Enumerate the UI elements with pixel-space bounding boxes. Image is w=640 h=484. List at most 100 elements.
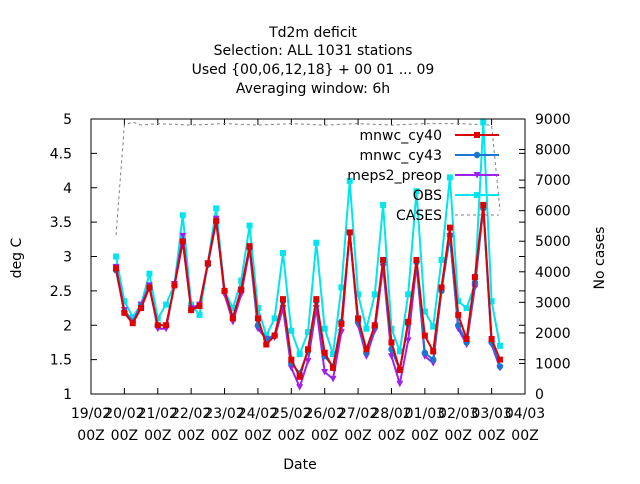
series-line-cases: [115, 121, 501, 236]
data-point: [330, 351, 337, 358]
data-point: [338, 320, 345, 327]
y2-tick-label: 0: [535, 387, 544, 403]
x-tick-label-hour: 00Z: [177, 428, 204, 444]
x-tick-label-date: 20/02: [104, 406, 144, 422]
data-point: [396, 380, 404, 388]
data-point: [196, 311, 203, 318]
legend-label: meps2_preop: [347, 168, 442, 184]
data-point: [204, 260, 211, 267]
legend-marker: [473, 151, 481, 159]
x-tick-label-date: 28/02: [371, 406, 411, 422]
data-point: [363, 346, 370, 353]
data-point: [346, 177, 353, 184]
data-point: [229, 315, 236, 322]
data-point: [346, 229, 353, 236]
data-point: [496, 363, 504, 370]
data-point: [471, 274, 478, 281]
data-point: [321, 369, 329, 376]
data-point: [271, 332, 278, 339]
data-point: [463, 336, 470, 342]
legend-label: OBS: [413, 188, 442, 204]
data-point: [179, 238, 186, 245]
data-point: [396, 348, 403, 355]
data-point: [213, 205, 220, 212]
data-point: [413, 188, 420, 195]
y2-tick-label: 9000: [535, 112, 571, 128]
x-tick-label-hour: 00Z: [344, 428, 371, 444]
data-point: [263, 332, 270, 339]
y-tick-label: 2: [63, 318, 72, 334]
x-tick-label-hour: 00Z: [144, 428, 171, 444]
x-tick-label-hour: 00Z: [511, 428, 538, 444]
data-point: [238, 286, 245, 293]
data-point: [279, 296, 286, 303]
data-point: [329, 375, 337, 383]
y2-tick-label: 2000: [535, 326, 571, 342]
y2-tick-label: 1000: [535, 356, 571, 372]
y2-tick-label: 4000: [535, 265, 571, 281]
data-point: [254, 305, 261, 312]
series-line-obs: [115, 122, 501, 357]
x-tick-label-hour: 00Z: [211, 428, 238, 444]
y2-tick-label: 7000: [535, 173, 571, 189]
x-tick-label-hour: 00Z: [378, 428, 405, 444]
data-point: [296, 373, 303, 380]
data-point: [488, 336, 495, 342]
data-point: [146, 284, 153, 291]
data-point: [488, 298, 495, 305]
legend: mnwc_cy40 mnwc_cy43 meps2_preop OBS CASES: [347, 128, 499, 224]
data-point: [446, 174, 453, 181]
y-tick-label: 4: [63, 181, 72, 197]
data-point: [296, 384, 304, 391]
data-point: [388, 325, 395, 332]
data-point: [429, 356, 437, 363]
data-point: [246, 243, 253, 250]
y2-tick-label: 8000: [535, 143, 571, 159]
data-point: [271, 315, 278, 322]
data-point: [421, 332, 428, 339]
data-point: [305, 329, 311, 336]
data-point: [254, 315, 261, 322]
data-point: [229, 305, 236, 312]
legend-label: CASES: [396, 208, 442, 224]
data-point: [438, 256, 445, 263]
data-point: [371, 291, 378, 298]
data-point: [430, 323, 437, 330]
data-point: [179, 212, 186, 219]
x-axis-label: Date: [283, 457, 316, 473]
y-tick-label: 3: [63, 250, 72, 266]
data-point: [330, 364, 337, 371]
data-point: [355, 315, 362, 322]
y2-tick-label: 5000: [535, 234, 571, 250]
data-point: [154, 315, 161, 322]
data-point: [288, 327, 295, 334]
data-point: [455, 298, 462, 305]
data-point: [246, 222, 253, 229]
data-point: [154, 322, 161, 329]
data-point: [146, 270, 153, 277]
x-tick-label-hour: 00Z: [244, 428, 271, 444]
y2-axis-label: No cases: [592, 227, 608, 290]
data-point: [238, 277, 245, 284]
data-point: [405, 318, 412, 325]
data-point: [455, 322, 462, 329]
legend-label: mnwc_cy40: [360, 128, 442, 144]
series-mnwc-cy40: [113, 201, 503, 380]
data-point: [388, 339, 395, 346]
x-tick-label-date: 22/02: [171, 406, 211, 422]
data-point: [321, 325, 328, 332]
legend-marker: [474, 132, 480, 138]
data-point: [305, 346, 311, 353]
series-obs: [113, 119, 503, 358]
y-tick-label: 5: [63, 112, 72, 128]
data-point: [171, 282, 178, 289]
data-point: [288, 356, 295, 363]
data-point: [163, 301, 170, 308]
data-point: [380, 256, 387, 263]
data-point: [421, 349, 429, 356]
legend-label: mnwc_cy43: [360, 148, 442, 164]
data-point: [355, 291, 362, 298]
chart-title-line-3: Used {00,06,12,18} + 00 01 ... 09: [192, 62, 435, 78]
data-point: [405, 291, 412, 298]
